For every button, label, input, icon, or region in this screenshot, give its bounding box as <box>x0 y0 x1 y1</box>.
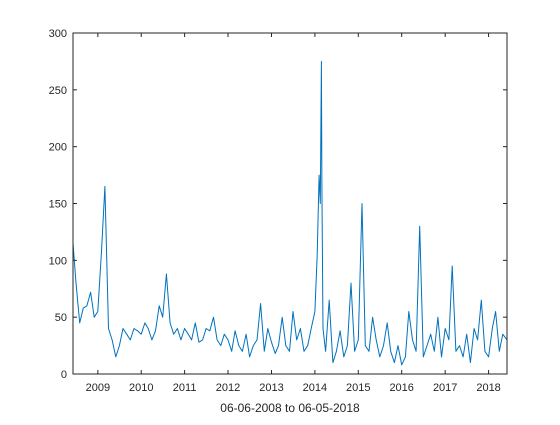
x-tick-label: 2012 <box>216 382 240 394</box>
x-tick-label: 2018 <box>476 382 500 394</box>
axes-box <box>72 32 508 375</box>
series-line <box>72 60 508 366</box>
x-axis-label: 06-06-2008 to 06-05-2018 <box>220 401 360 415</box>
x-tick-label: 2013 <box>259 382 283 394</box>
y-tick-label: 100 <box>49 255 67 267</box>
y-tick-label: 250 <box>49 85 67 97</box>
x-tick-label: 2010 <box>129 382 153 394</box>
x-tick-label: 2009 <box>86 382 110 394</box>
y-tick-label: 200 <box>49 142 67 154</box>
axes: 0 50 100 150 200 250 300 2009 2010 2011 2012 2013 20… <box>49 28 507 394</box>
x-tick-label: 2016 <box>389 382 413 394</box>
x-tick-label: 2011 <box>173 382 197 394</box>
y-tick-label: 50 <box>55 312 67 324</box>
plot-area <box>72 60 508 366</box>
x-tick-label: 2014 <box>303 382 327 394</box>
y-tick-label: 300 <box>49 28 67 40</box>
x-tick-label: 2017 <box>433 382 457 394</box>
y-tick-label: 150 <box>49 199 67 211</box>
y-tick-label: 0 <box>61 369 67 381</box>
x-tick-label: 2015 <box>346 382 370 394</box>
